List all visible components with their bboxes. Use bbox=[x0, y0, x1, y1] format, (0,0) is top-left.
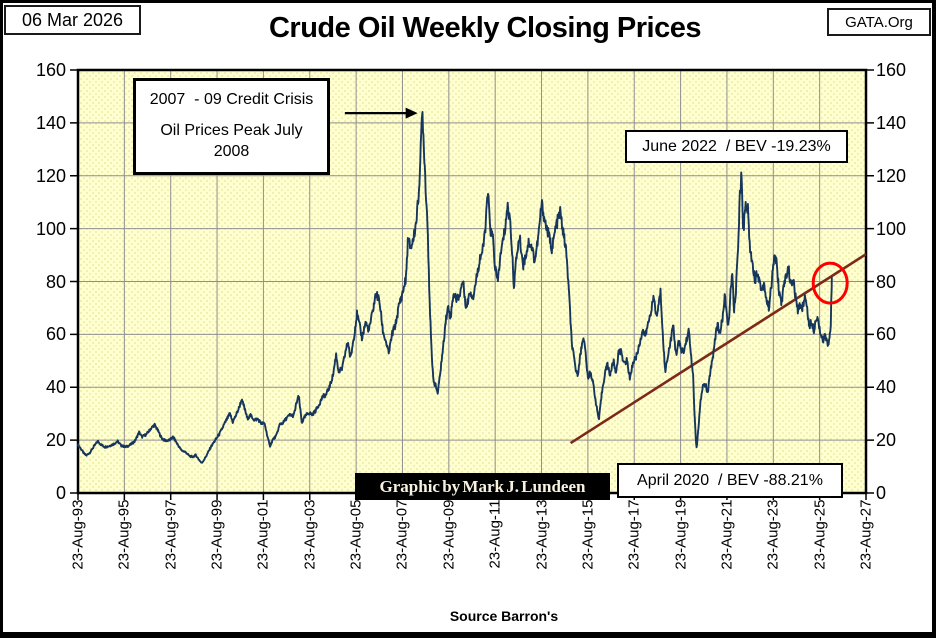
april-2020-label: April 2020 / BEV -88.21% bbox=[637, 471, 823, 489]
x-tick-label: 23-Aug-03 bbox=[301, 499, 319, 570]
date-label: 06 Mar 2026 bbox=[21, 9, 124, 30]
x-tick-label: 23-Aug-93 bbox=[69, 499, 87, 570]
x-tick-label: 23-Aug-05 bbox=[347, 499, 365, 570]
annotation-april-2020: April 2020 / BEV -88.21% bbox=[617, 463, 843, 498]
x-tick-label: 23-Aug-19 bbox=[672, 499, 690, 570]
date-badge: 06 Mar 2026 bbox=[4, 5, 141, 35]
peak-arrow-head bbox=[405, 107, 418, 119]
x-tick-label: 23-Aug-97 bbox=[162, 499, 180, 570]
y-tick-label: 120 bbox=[876, 165, 907, 186]
credit-crisis-line2: Oil Prices Peak July bbox=[160, 122, 303, 139]
x-tick-label: 23-Aug-95 bbox=[115, 499, 133, 570]
x-tick-label: 23-Aug-21 bbox=[718, 499, 736, 570]
june-2022-label: June 2022 / BEV -19.23% bbox=[642, 137, 831, 155]
trendline bbox=[569, 253, 867, 445]
y-tick-label: 100 bbox=[35, 218, 66, 239]
x-tick-label: 23-Aug-01 bbox=[254, 499, 272, 570]
y-tick-label: 120 bbox=[35, 165, 66, 186]
x-tick-label: 23-Aug-25 bbox=[811, 499, 829, 570]
annotation-june-2022: June 2022 / BEV -19.23% bbox=[625, 130, 848, 163]
x-tick-label: 23-Aug-13 bbox=[533, 499, 551, 570]
chart-title: Crude Oil Weekly Closing Prices bbox=[268, 12, 702, 44]
x-tick-label: 23-Aug-99 bbox=[208, 499, 226, 570]
y-tick-label: 40 bbox=[876, 377, 897, 398]
y-tick-label: 0 bbox=[55, 483, 66, 503]
y-tick-label: 140 bbox=[35, 112, 66, 133]
gata-org-label: GATA.Org bbox=[845, 13, 913, 31]
chart-canvas bbox=[70, 68, 874, 500]
y-tick-label: 140 bbox=[876, 112, 907, 133]
x-tick-label: 23-Aug-11 bbox=[486, 499, 504, 569]
credit-crisis-line1: 2007 - 09 Credit Crisis bbox=[149, 91, 314, 108]
y-tick-label: 0 bbox=[876, 483, 887, 503]
y-tick-label: 100 bbox=[876, 218, 907, 239]
gata-org-badge: GATA.Org bbox=[827, 8, 931, 36]
y-tick-label: 40 bbox=[45, 377, 66, 398]
y-tick-label: 20 bbox=[45, 430, 66, 451]
credit-label: Graphic by Mark J. Lundeen bbox=[379, 476, 586, 496]
price-series-path bbox=[77, 110, 833, 464]
x-tick-label: 23-Aug-07 bbox=[393, 499, 411, 570]
y-tick-label: 20 bbox=[876, 430, 897, 451]
x-tick-label: 23-Aug-17 bbox=[625, 499, 643, 570]
x-tick-label: 23-Aug-27 bbox=[857, 499, 875, 570]
y-tick-label: 80 bbox=[876, 271, 897, 292]
y-tick-label: 80 bbox=[45, 271, 66, 292]
credit-box: Graphic by Mark J. Lundeen bbox=[355, 473, 610, 500]
x-tick-label: 23-Aug-15 bbox=[579, 499, 597, 570]
annotation-credit-crisis: 2007 - 09 Credit Crisis Oil Prices Peak … bbox=[133, 78, 330, 175]
y-tick-label: 160 bbox=[876, 60, 907, 80]
y-tick-label: 60 bbox=[876, 324, 897, 345]
x-tick-label: 23-Aug-23 bbox=[764, 499, 782, 570]
source-label: Source Barron's bbox=[449, 608, 559, 624]
credit-crisis-line3: 2008 bbox=[213, 143, 250, 160]
y-tick-label: 160 bbox=[35, 60, 66, 80]
x-tick-label: 23-Aug-09 bbox=[440, 499, 458, 570]
y-tick-label: 60 bbox=[45, 324, 66, 345]
highlight-circle bbox=[811, 261, 849, 305]
